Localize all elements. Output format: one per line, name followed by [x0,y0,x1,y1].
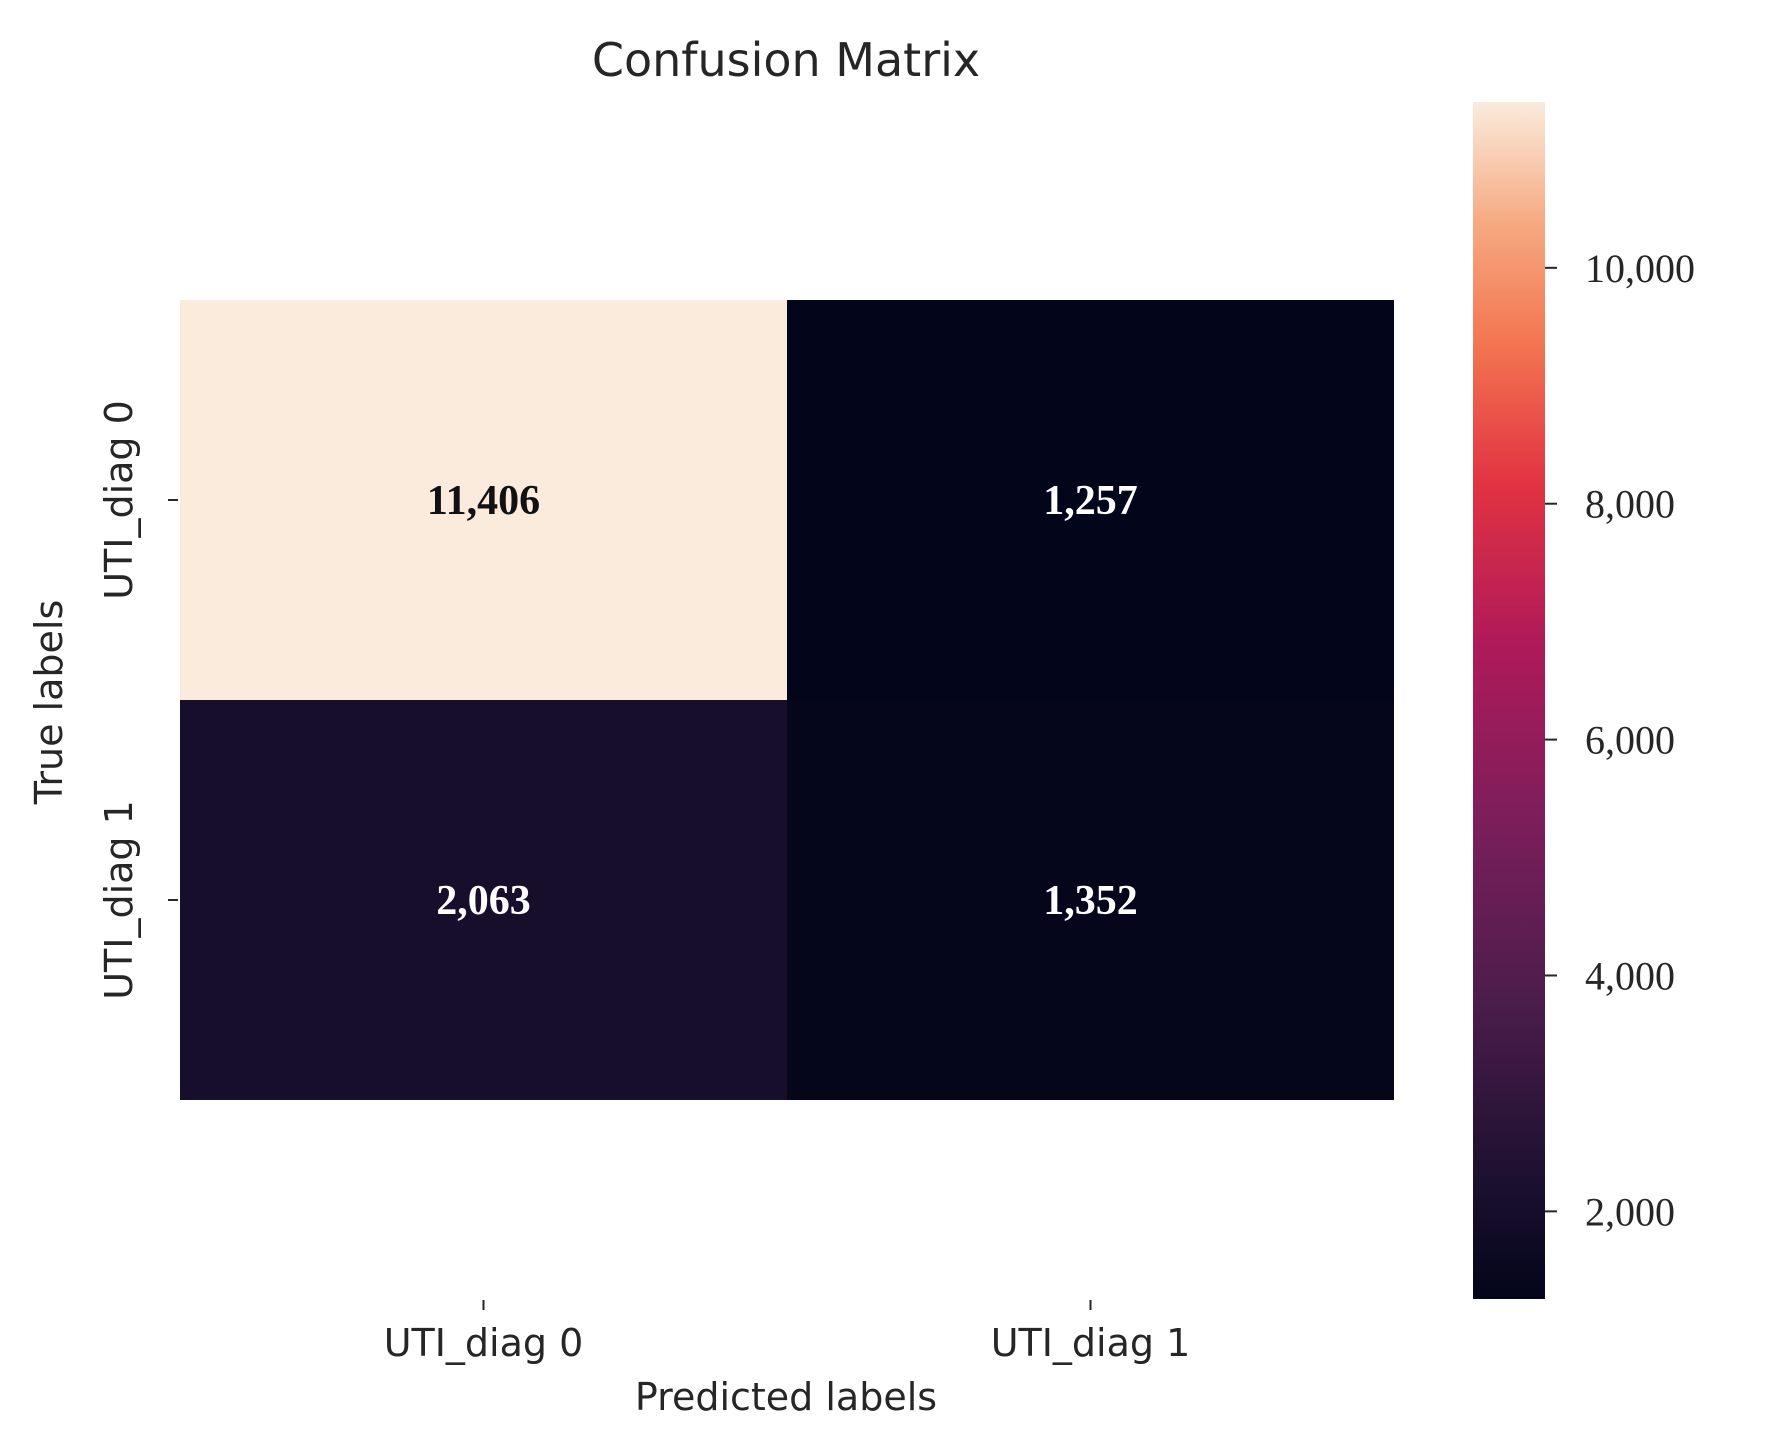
x-tick-label-0: UTI_diag 0 [384,1321,584,1365]
cell-value-label-r1-c0: 2,063 [436,878,531,924]
heatmap-cell-r0-c1 [787,300,1394,700]
colorbar-tick-label-2: 6,000 [1585,718,1675,763]
y-axis-ticks: UTI_diag 0 UTI_diag 1 [97,400,178,1000]
y-tick-label-1: UTI_diag 1 [97,800,141,1000]
chart-title: Confusion Matrix [592,33,980,87]
heatmap-cell-r1-c1 [787,700,1394,1100]
x-axis-ticks: UTI_diag 0 UTI_diag 1 [384,1300,1191,1365]
heatmap-cell-r0-c0 [180,300,787,700]
x-axis-label: Predicted labels [635,1375,937,1419]
cell-value-label-r0-c0: 11,406 [427,478,540,524]
cell-value-label-r1-c1: 1,352 [1043,878,1138,924]
colorbar-tick-label-0: 2,000 [1585,1189,1675,1234]
x-tick-label-1: UTI_diag 1 [991,1321,1191,1365]
y-tick-label-0: UTI_diag 0 [97,400,141,600]
heatmap-cell-r1-c0 [180,700,787,1100]
colorbar [1473,102,1545,1299]
colorbar-tick-label-3: 8,000 [1585,482,1675,527]
colorbar-tick-label-1: 4,000 [1585,953,1675,998]
heatmap-cells [180,300,1394,1100]
colorbar-ticks: 2,000 4,000 6,000 8,000 10,000 [1545,246,1695,1234]
cell-value-label-r0-c1: 1,257 [1043,478,1138,524]
y-axis-label: True labels [27,600,71,806]
heatmap-cell-labels: 11,406 1,257 2,063 1,352 [427,478,1138,924]
colorbar-tick-label-4: 10,000 [1585,246,1695,291]
